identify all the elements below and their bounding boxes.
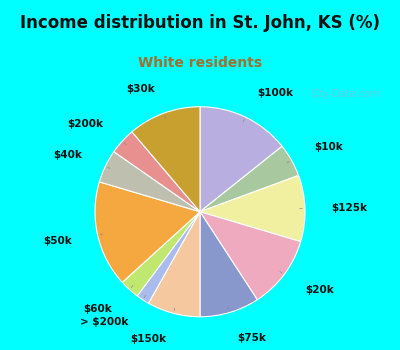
Wedge shape	[200, 175, 305, 241]
Text: > $200k: > $200k	[80, 317, 128, 327]
Text: Income distribution in St. John, KS (%): Income distribution in St. John, KS (%)	[20, 14, 380, 32]
Wedge shape	[122, 212, 200, 296]
Text: $40k: $40k	[53, 150, 82, 160]
Wedge shape	[95, 182, 200, 282]
Text: $150k: $150k	[131, 334, 167, 344]
Wedge shape	[200, 146, 298, 212]
Text: $75k: $75k	[237, 332, 266, 343]
Text: $100k: $100k	[257, 89, 293, 98]
Wedge shape	[137, 212, 200, 303]
Wedge shape	[114, 132, 200, 212]
Text: $125k: $125k	[331, 203, 367, 212]
Wedge shape	[200, 107, 282, 212]
Text: $20k: $20k	[305, 285, 334, 295]
Text: White residents: White residents	[138, 56, 262, 70]
Wedge shape	[99, 152, 200, 212]
Text: City-Data.com: City-Data.com	[310, 89, 380, 99]
Text: $200k: $200k	[67, 119, 103, 128]
Text: $60k: $60k	[83, 304, 112, 314]
Text: $10k: $10k	[314, 142, 343, 152]
Wedge shape	[200, 212, 301, 300]
Wedge shape	[148, 212, 200, 317]
Wedge shape	[200, 212, 257, 317]
Text: $30k: $30k	[126, 84, 155, 93]
Wedge shape	[132, 107, 200, 212]
Text: $50k: $50k	[43, 236, 72, 246]
